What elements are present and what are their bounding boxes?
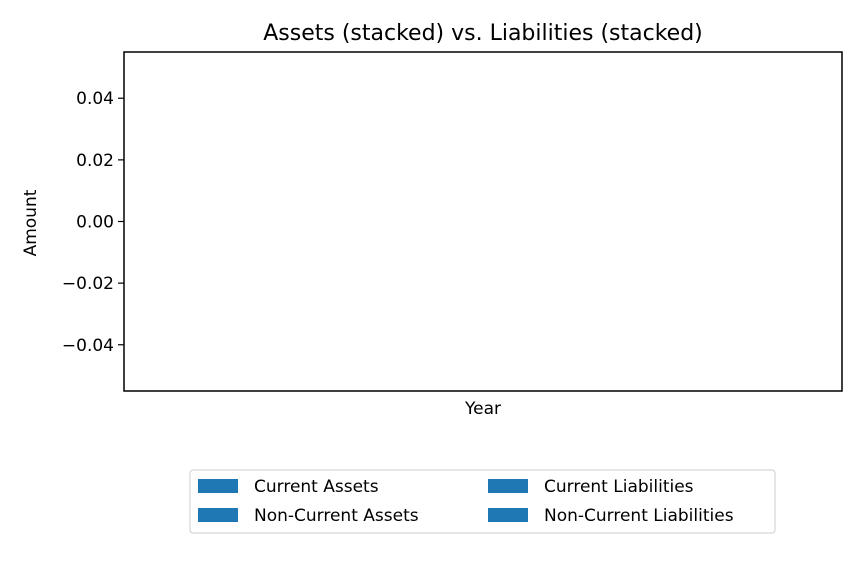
legend-items: Current Assets Non-Current Assets Current … bbox=[198, 477, 734, 526]
y-axis-label: Amount bbox=[21, 189, 41, 256]
y-tick-label: 0.04 bbox=[76, 89, 114, 109]
legend-label: Current Assets bbox=[254, 477, 379, 497]
legend-frame bbox=[189, 469, 776, 534]
chart-title: Assets (stacked) vs. Liabilities (stacke… bbox=[263, 21, 703, 46]
legend-label: Non-Current Assets bbox=[254, 506, 419, 526]
legend-swatch bbox=[488, 479, 528, 493]
y-axis-ticks: 0.04 0.02 0.00 −0.02 −0.04 bbox=[62, 89, 124, 356]
y-tick-label: 0.02 bbox=[76, 151, 114, 171]
legend: Current Assets Non-Current Assets Current … bbox=[189, 469, 776, 534]
plot-area bbox=[123, 51, 843, 392]
y-tick-label: −0.04 bbox=[62, 336, 114, 356]
legend-swatch bbox=[198, 479, 238, 493]
y-tick-label: −0.02 bbox=[62, 274, 114, 294]
legend-swatch bbox=[198, 508, 238, 522]
legend-swatch bbox=[488, 508, 528, 522]
x-axis-label: Year bbox=[464, 399, 501, 419]
legend-label: Current Liabilities bbox=[544, 477, 694, 497]
y-tick-label: 0.00 bbox=[76, 213, 114, 233]
legend-label: Non-Current Liabilities bbox=[544, 506, 734, 526]
